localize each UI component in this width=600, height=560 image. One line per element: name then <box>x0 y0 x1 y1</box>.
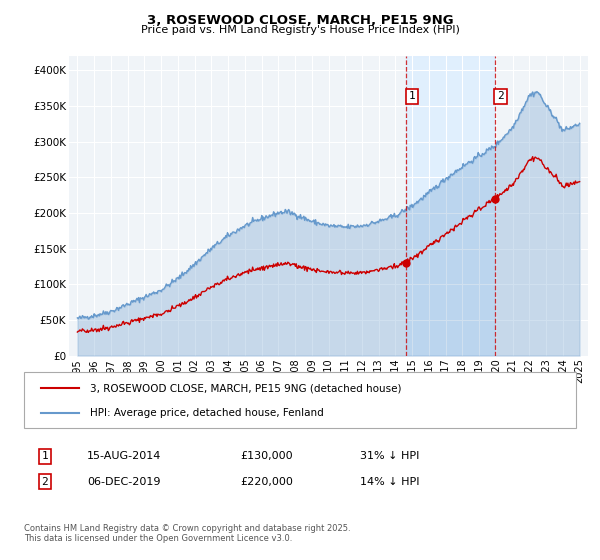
Text: 14% ↓ HPI: 14% ↓ HPI <box>360 477 419 487</box>
Text: Contains HM Land Registry data © Crown copyright and database right 2025.
This d: Contains HM Land Registry data © Crown c… <box>24 524 350 543</box>
Text: £220,000: £220,000 <box>240 477 293 487</box>
Text: 2: 2 <box>497 91 504 101</box>
Text: 1: 1 <box>41 451 49 461</box>
Text: 15-AUG-2014: 15-AUG-2014 <box>87 451 161 461</box>
FancyBboxPatch shape <box>24 372 576 428</box>
Text: HPI: Average price, detached house, Fenland: HPI: Average price, detached house, Fenl… <box>90 408 324 418</box>
Text: 31% ↓ HPI: 31% ↓ HPI <box>360 451 419 461</box>
Text: £130,000: £130,000 <box>240 451 293 461</box>
Text: 06-DEC-2019: 06-DEC-2019 <box>87 477 161 487</box>
Text: 3, ROSEWOOD CLOSE, MARCH, PE15 9NG: 3, ROSEWOOD CLOSE, MARCH, PE15 9NG <box>146 14 454 27</box>
Text: 3, ROSEWOOD CLOSE, MARCH, PE15 9NG (detached house): 3, ROSEWOOD CLOSE, MARCH, PE15 9NG (deta… <box>90 383 402 393</box>
Text: 2: 2 <box>41 477 49 487</box>
Text: 1: 1 <box>409 91 415 101</box>
Text: Price paid vs. HM Land Registry's House Price Index (HPI): Price paid vs. HM Land Registry's House … <box>140 25 460 35</box>
Bar <box>406 56 494 356</box>
